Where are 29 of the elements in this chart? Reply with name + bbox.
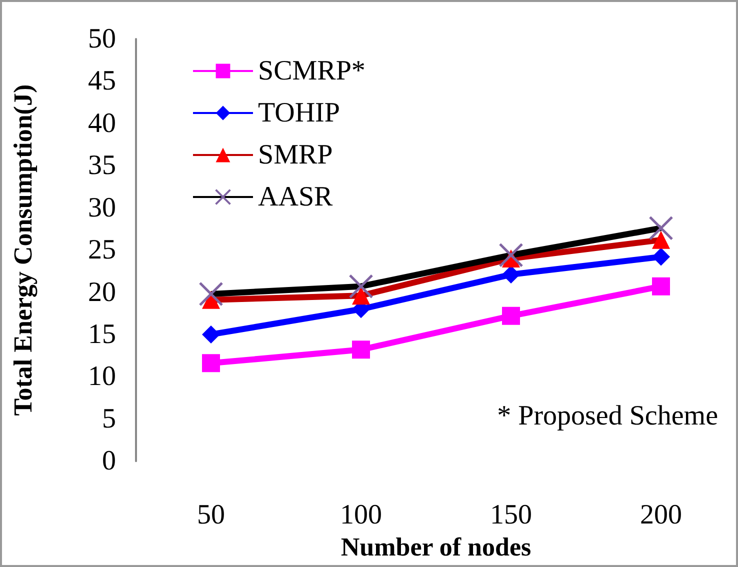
y-tick-label: 5 (102, 403, 116, 434)
y-tick-label: 15 (88, 318, 116, 350)
y-axis-title: Total Energy Consumption(J) (8, 84, 38, 416)
legend-label: AASR (258, 182, 334, 212)
point (352, 340, 370, 359)
y-tick-label: 10 (88, 361, 116, 392)
x-tick-label: 200 (640, 500, 682, 531)
y-tick-label: 20 (88, 276, 116, 308)
point (502, 266, 520, 284)
y-tick-label: 0 (102, 446, 116, 477)
point (202, 325, 220, 344)
annotation: * Proposed Scheme (497, 400, 718, 432)
legend-label: TOHIP (258, 98, 340, 128)
y-tick-label: 35 (88, 150, 116, 182)
x-axis-title: Number of nodes (340, 532, 532, 562)
point (652, 248, 670, 266)
legend-label: SCMRP* (258, 56, 366, 86)
point (202, 354, 220, 372)
y-tick-label: 30 (88, 192, 116, 224)
y-tick-label: 45 (88, 66, 116, 97)
y-tick-label: 25 (88, 234, 116, 266)
point (502, 306, 520, 325)
x-tick-label: 150 (490, 500, 532, 531)
x-tick-label: 100 (340, 500, 382, 531)
point (652, 277, 670, 296)
x-tick-label: 50 (197, 500, 225, 531)
y-tick-label: 40 (88, 108, 116, 139)
y-tick-label: 50 (88, 24, 116, 54)
legend-label: SMRP (258, 140, 333, 170)
